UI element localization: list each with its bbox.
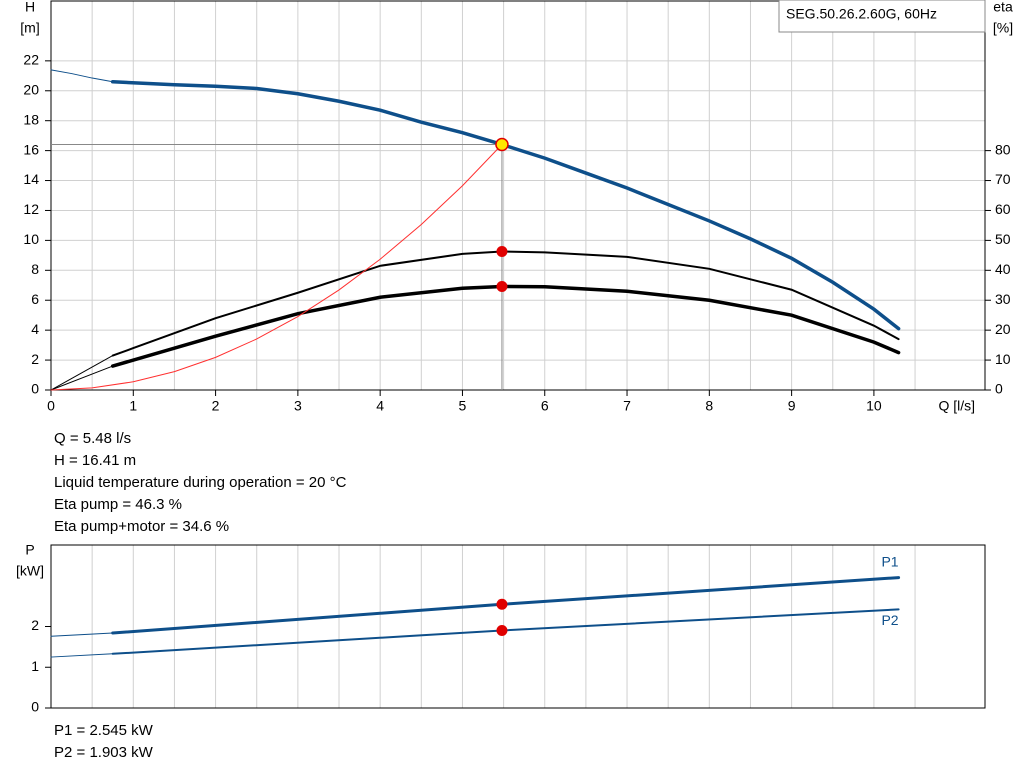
series-label: P2 (881, 612, 898, 628)
x-axis-label: Q [l/s] (938, 398, 975, 414)
legend-box (778, 0, 986, 33)
y2-tick-label: 30 (995, 291, 1011, 307)
curve (50, 69, 114, 83)
y2-axis-label: [%] (993, 20, 1013, 36)
x-tick-label: 6 (541, 398, 549, 414)
duty-marker (496, 598, 508, 610)
curve (50, 653, 114, 658)
curve (50, 632, 114, 637)
plot-frame (50, 544, 986, 709)
y-tick-label: 0 (31, 381, 39, 397)
curve (111, 250, 900, 357)
note-line: P2 = 1.903 kW (54, 744, 153, 761)
power-notes: P1 = 2.545 kW P2 = 1.903 kW (54, 720, 153, 764)
curve (50, 365, 114, 391)
curve (110, 80, 901, 331)
y2-tick-label: 70 (995, 171, 1011, 187)
note-line: Eta pump+motor = 34.6 % (54, 518, 230, 535)
y-tick-label: 12 (23, 201, 39, 217)
operating-notes: Q = 5.48 l/s H = 16.41 m Liquid temperatur… (54, 428, 346, 538)
y-tick-label: 16 (23, 141, 39, 157)
legend-text: SEG.50.26.2.60G, 60Hz (786, 6, 937, 22)
y2-tick-label: 40 (995, 261, 1011, 277)
duty-marker (495, 137, 509, 152)
y-tick-label: 4 (31, 321, 39, 337)
x-tick-label: 1 (129, 398, 137, 414)
note-line: Q = 5.48 l/s (54, 430, 132, 447)
y-tick-label: 2 (31, 351, 39, 367)
note-line: P1 = 2.545 kW (54, 722, 153, 739)
x-tick-label: 2 (212, 398, 220, 414)
y-tick-label: 6 (31, 291, 39, 307)
x-tick-label: 0 (47, 398, 55, 414)
x-tick-label: 3 (294, 398, 302, 414)
y-tick-label: 10 (23, 231, 39, 247)
y-tick-label: 22 (23, 52, 39, 68)
y-tick-label: 2 (31, 617, 39, 633)
y2-tick-label: 0 (995, 381, 1003, 397)
duty-marker (496, 624, 508, 636)
x-tick-label: 9 (788, 398, 796, 414)
x-tick-label: 8 (705, 398, 713, 414)
duty-marker (496, 245, 508, 257)
y2-tick-label: 80 (995, 141, 1011, 157)
y2-axis-label: eta (993, 0, 1013, 15)
y-tick-label: 20 (23, 81, 39, 97)
y-tick-label: 1 (31, 658, 39, 674)
x-tick-label: 5 (459, 398, 467, 414)
note-line: H = 16.41 m (54, 452, 137, 469)
x-tick-label: 4 (376, 398, 384, 414)
curve (110, 284, 901, 368)
note-line: Liquid temperature during operation = 20… (54, 474, 347, 491)
y-axis-label: H (25, 0, 35, 15)
y2-tick-label: 10 (995, 351, 1011, 367)
y-tick-label: 18 (23, 111, 39, 127)
x-tick-label: 7 (623, 398, 631, 414)
y-axis-label: [m] (20, 20, 39, 36)
duty-marker (496, 280, 508, 292)
y2-tick-label: 50 (995, 231, 1011, 247)
curve (50, 355, 114, 391)
x-tick-label: 10 (866, 398, 882, 414)
y2-tick-label: 20 (995, 321, 1011, 337)
series-label: P1 (881, 553, 898, 569)
y-tick-label: 14 (23, 171, 39, 187)
y-axis-label: [kW] (16, 563, 44, 579)
y-tick-label: 8 (31, 261, 39, 277)
note-line: Eta pump = 46.3 % (54, 496, 182, 513)
y-axis-label: P (25, 542, 34, 558)
y2-tick-label: 60 (995, 201, 1011, 217)
y-tick-label: 0 (31, 699, 39, 715)
curve (50, 143, 503, 391)
